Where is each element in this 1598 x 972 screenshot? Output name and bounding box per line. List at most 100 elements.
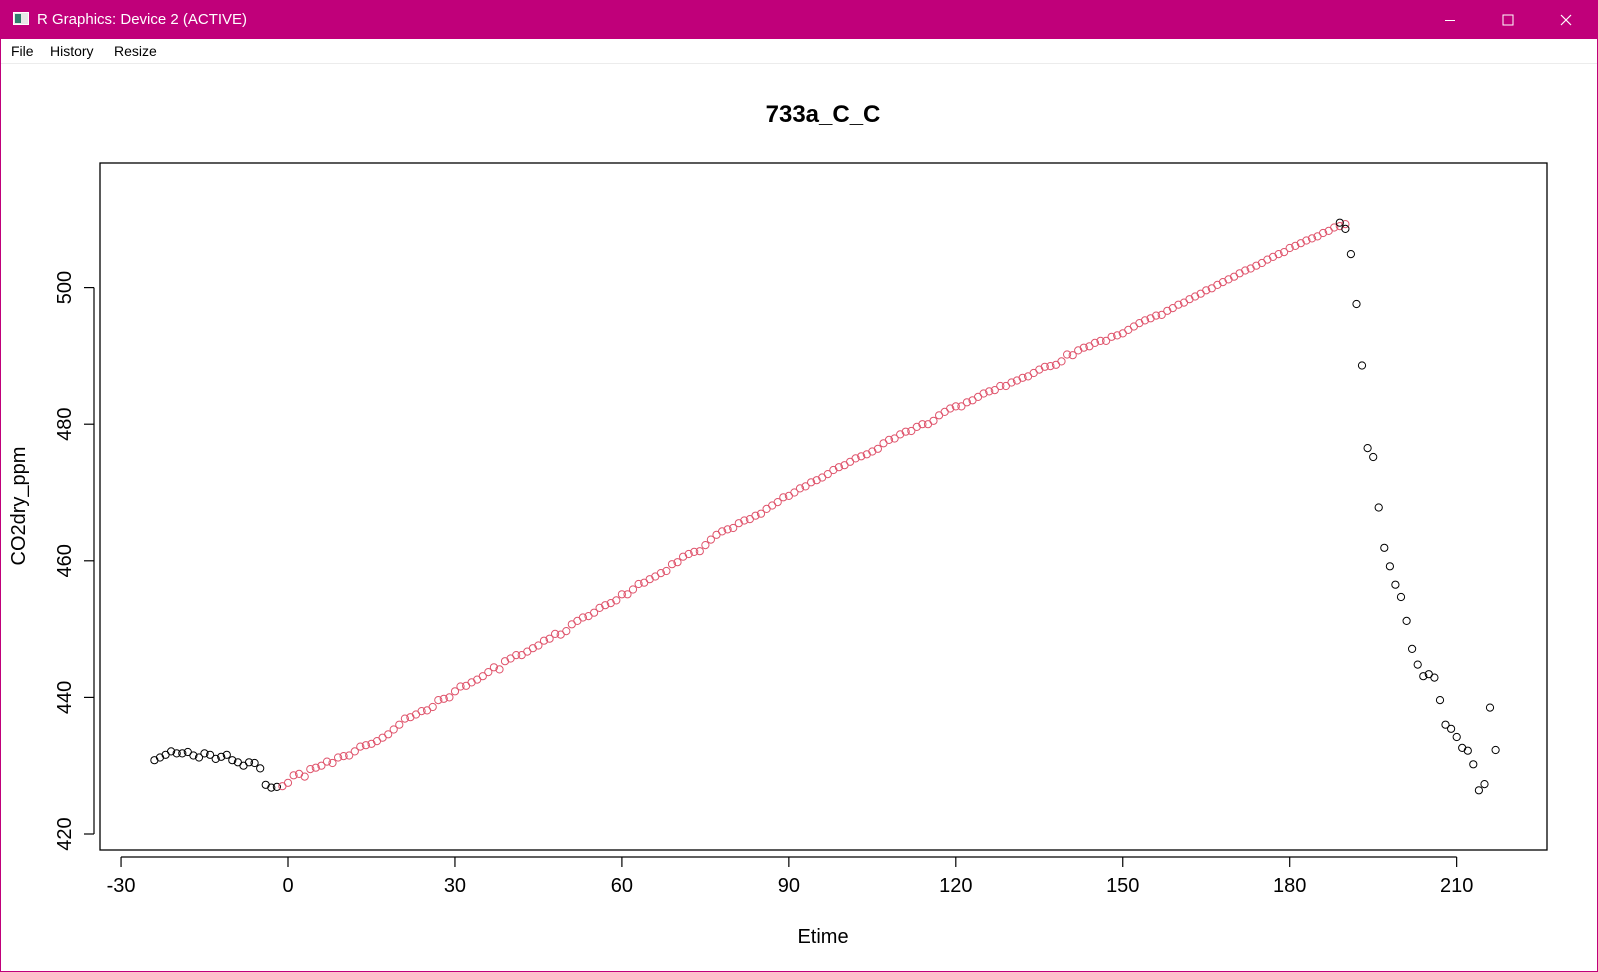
y-tick-label: 460: [54, 544, 76, 577]
data-point: [1352, 299, 1361, 309]
data-point: [1341, 224, 1350, 233]
data-point: [467, 678, 476, 687]
data-point: [1363, 444, 1372, 453]
data-point: [729, 523, 738, 533]
data-point: [801, 482, 810, 491]
data-point: [539, 636, 549, 645]
data-point: [890, 434, 899, 443]
data-point: [1419, 672, 1428, 681]
data-point: [996, 381, 1005, 391]
data-point: [1102, 336, 1111, 345]
data-point: [334, 753, 343, 762]
data-point: [250, 758, 259, 768]
data-point: [345, 751, 354, 760]
data-point: [751, 511, 760, 520]
data-point: [884, 435, 894, 444]
data-point: [289, 771, 298, 780]
minimize-icon: [1445, 20, 1455, 21]
data-point: [1140, 316, 1150, 325]
data-point: [495, 665, 504, 674]
x-tick-label: 90: [778, 875, 800, 897]
data-point: [1369, 452, 1378, 462]
data-point: [1447, 724, 1456, 733]
data-point: [1469, 760, 1478, 769]
x-tick-label: 30: [444, 875, 466, 897]
data-point: [628, 585, 638, 594]
y-axis: 420 440 460 480 500: [54, 271, 95, 851]
data-point: [929, 416, 938, 425]
data-point: [1396, 592, 1406, 602]
data-point: [551, 629, 560, 639]
y-axis-label: CO2dry_ppm: [8, 447, 30, 566]
data-point: [167, 747, 176, 756]
data-point: [790, 488, 799, 497]
data-point: [723, 525, 732, 534]
data-point: [1280, 248, 1289, 257]
data-point: [1408, 644, 1417, 654]
data-point: [962, 398, 972, 407]
data-point: [322, 757, 332, 766]
data-point: [1302, 236, 1311, 245]
data-point: [684, 549, 693, 559]
title-bar[interactable]: R Graphics: Device 2 (ACTIVE): [1, 1, 1597, 39]
plot-frame: [99, 162, 1548, 851]
data-point: [1435, 696, 1445, 705]
data-point: [206, 750, 215, 759]
data-point: [445, 693, 454, 702]
menu-resize[interactable]: Resize: [114, 43, 157, 59]
data-point: [450, 687, 460, 696]
data-point: [1474, 786, 1484, 795]
data-point: [1174, 300, 1183, 309]
x-tick-label: -30: [107, 875, 136, 897]
data-point: [300, 772, 309, 781]
x-tick-label: 210: [1440, 875, 1473, 897]
data-point: [901, 427, 910, 436]
data-point: [807, 478, 816, 487]
data-point: [1157, 310, 1166, 319]
data-point: [1441, 720, 1450, 729]
data-point: [228, 756, 237, 765]
data-point: [740, 516, 749, 525]
data-point: [1079, 343, 1088, 352]
data-point: [918, 420, 927, 429]
minimize-button[interactable]: [1421, 1, 1479, 39]
data-point: [389, 725, 398, 734]
data-point: [400, 714, 409, 723]
close-button[interactable]: [1537, 1, 1595, 39]
data-point: [1090, 338, 1100, 347]
menu-bar: File History Resize: [1, 39, 1597, 64]
x-tick-label: 60: [611, 875, 633, 897]
data-point: [656, 569, 666, 578]
data-point: [350, 747, 359, 756]
data-point: [634, 579, 643, 589]
data-point: [601, 601, 610, 610]
maximize-button[interactable]: [1479, 1, 1537, 39]
data-point: [545, 634, 554, 643]
data-point: [823, 470, 832, 479]
data-point: [1096, 336, 1105, 345]
data-point: [1480, 780, 1489, 789]
y-tick-label: 420: [54, 817, 76, 850]
data-point: [612, 596, 621, 605]
data-point: [1018, 373, 1027, 382]
data-point: [1341, 220, 1350, 229]
data-point: [1463, 746, 1472, 755]
data-point: [194, 753, 204, 762]
data-point: [795, 484, 805, 493]
data-point: [695, 547, 704, 556]
x-tick-label: 150: [1106, 875, 1139, 897]
data-point: [456, 682, 465, 691]
data-point: [1491, 745, 1500, 755]
data-point: [706, 535, 716, 544]
data-point: [512, 651, 521, 660]
data-point: [1380, 543, 1389, 552]
data-point: [1007, 378, 1016, 387]
menu-file[interactable]: File: [11, 43, 34, 59]
data-point: [178, 749, 187, 758]
x-tick-label: 120: [939, 875, 972, 897]
data-point: [211, 754, 220, 764]
data-point: [773, 498, 782, 507]
menu-history[interactable]: History: [50, 43, 94, 59]
data-point: [1241, 266, 1250, 275]
